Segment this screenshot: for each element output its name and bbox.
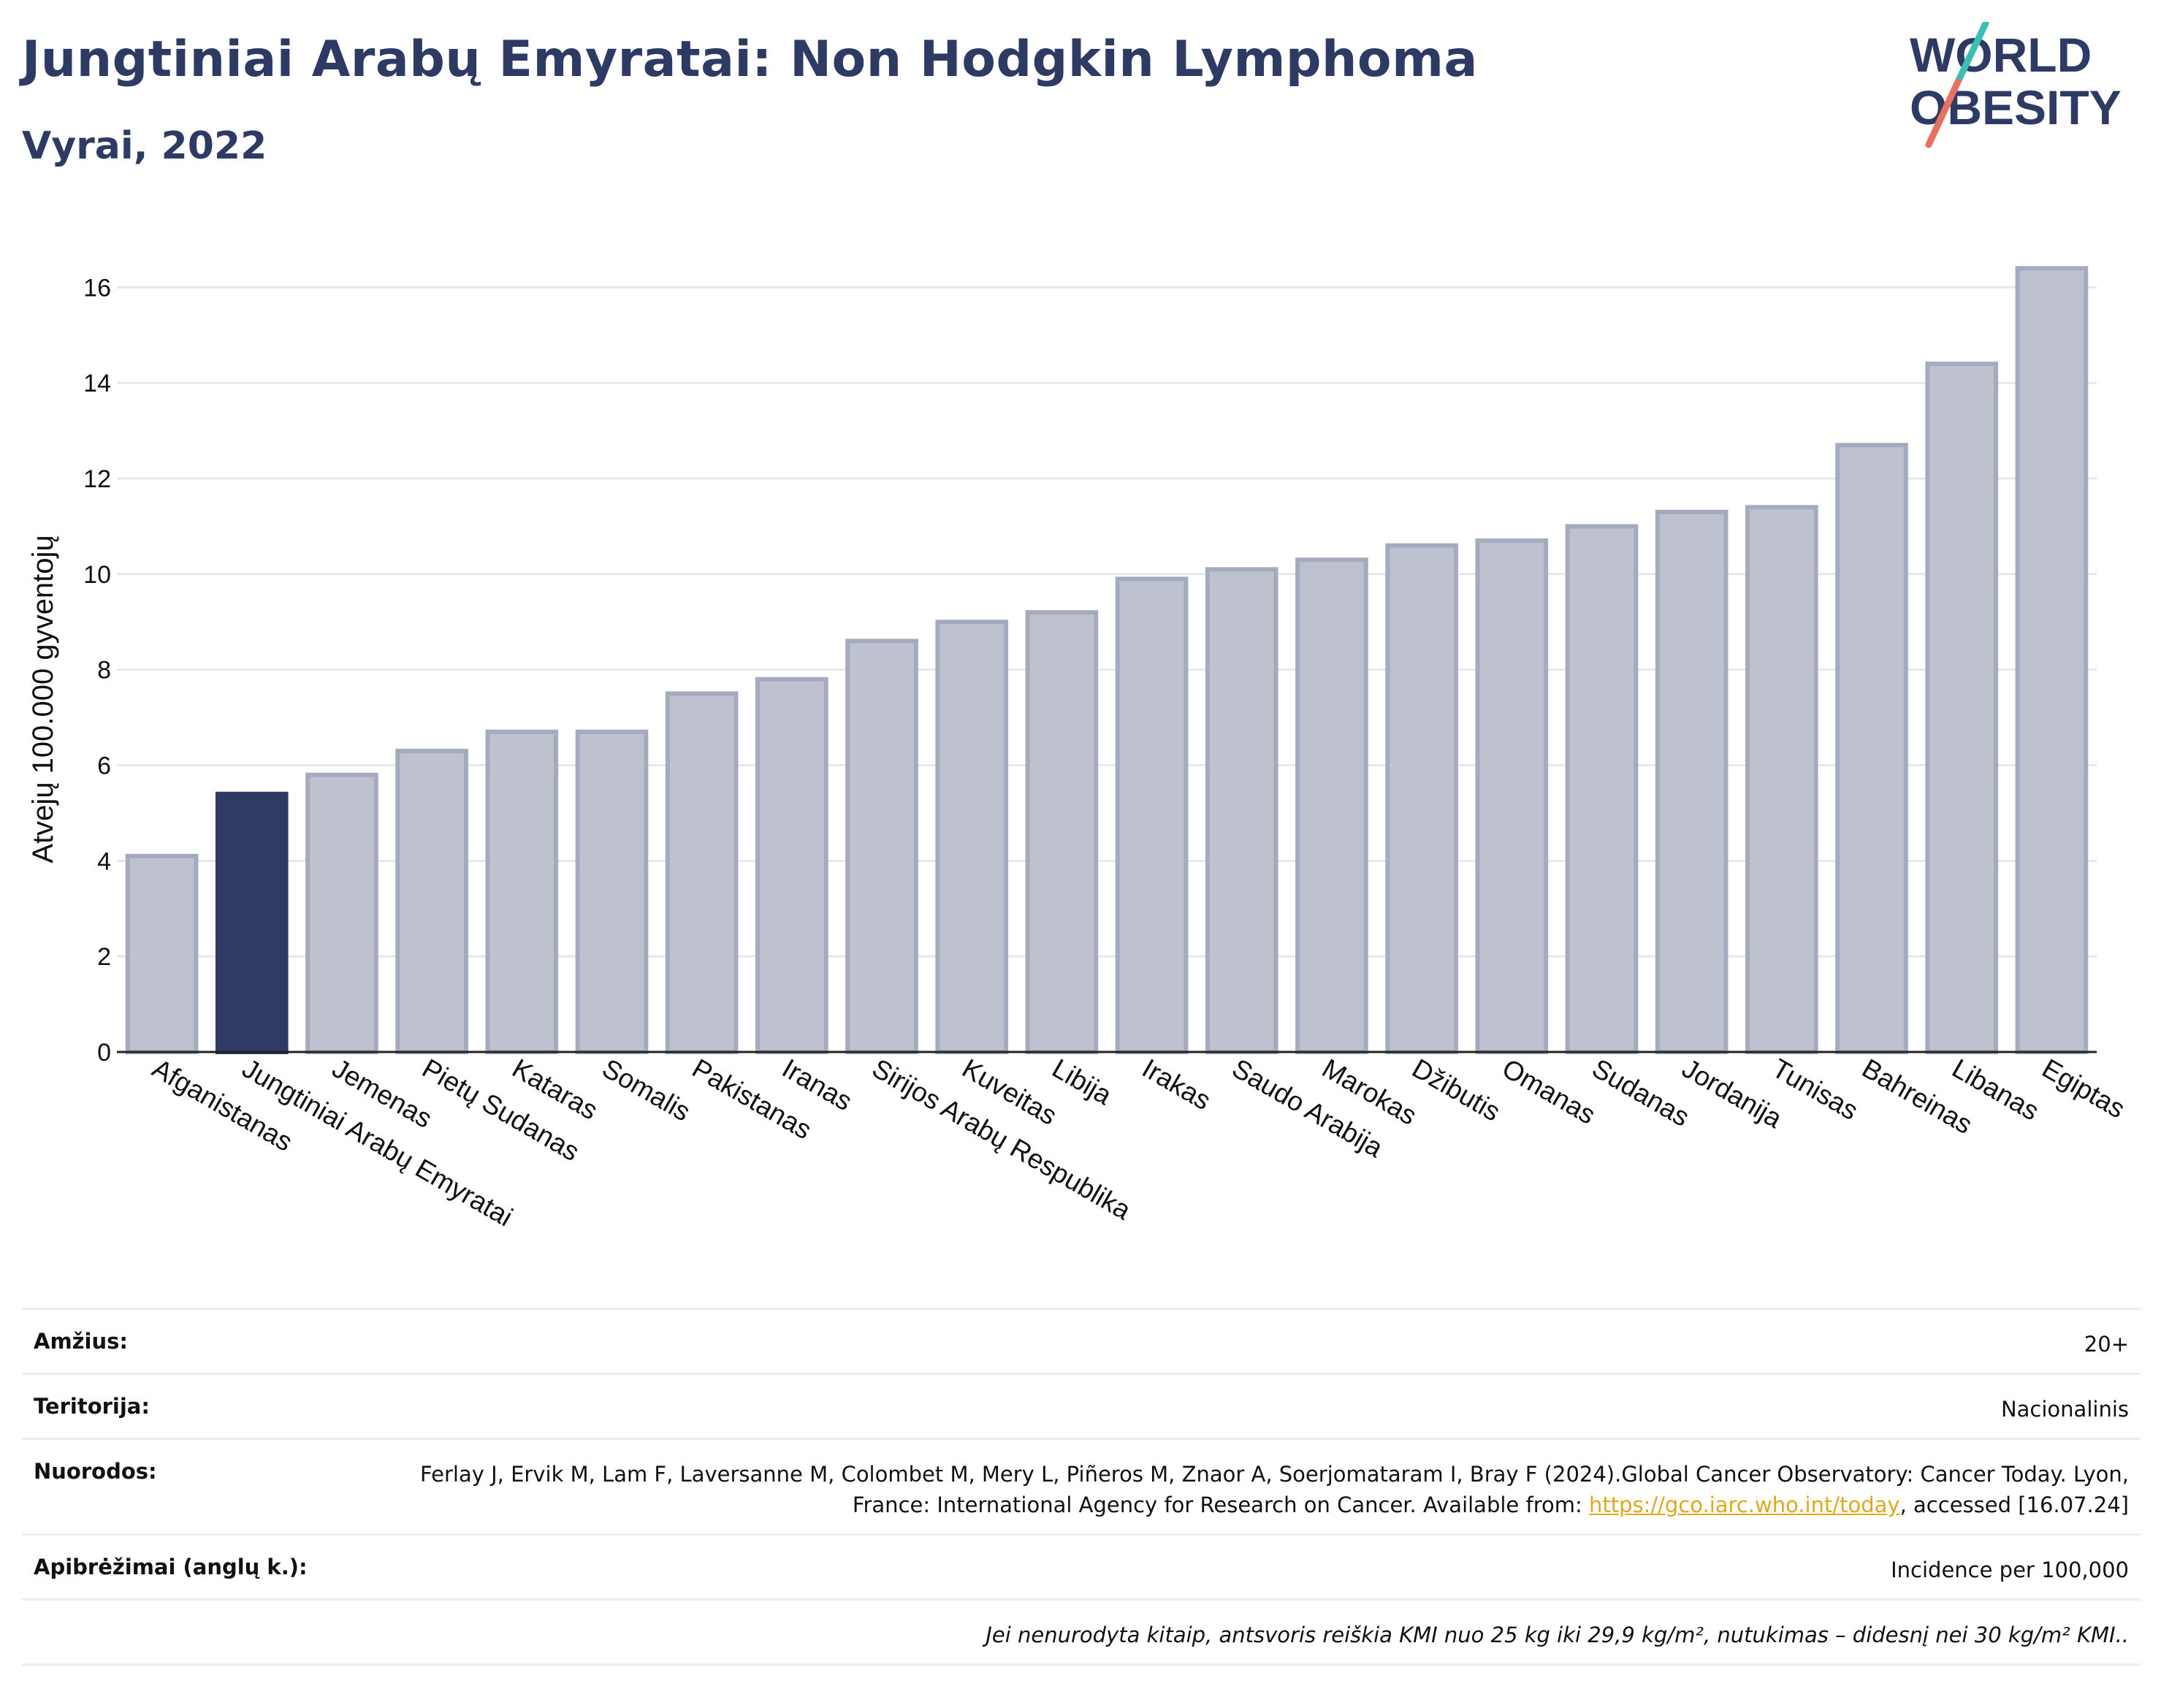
x-tick-label: Pietų Sudanas xyxy=(417,1053,584,1167)
references-label: Nuorodos: xyxy=(34,1459,157,1484)
bar xyxy=(125,853,199,1054)
references-value: Ferlay J, Ervik M, Lam F, Laversanne M, … xyxy=(376,1459,2129,1520)
x-tick-label: Sudanas xyxy=(1588,1053,1695,1132)
info-row-definitions: Apibrėžimai (anglų k.): Incidence per 10… xyxy=(22,1533,2141,1598)
bar xyxy=(395,748,468,1054)
x-tick-label: Egiptas xyxy=(2037,1053,2130,1124)
logo-slash-coral xyxy=(1925,78,1962,148)
definitions-label: Apibrėžimai (anglų k.): xyxy=(34,1555,308,1580)
bmi-note: Jei nenurodyta kitaip, antsvoris reiškia… xyxy=(986,1623,2129,1648)
y-tick-labels: 0 2 4 6 8 10 12 14 16 xyxy=(83,274,111,1067)
bar xyxy=(935,619,1009,1054)
chart-subtitle: Vyrai, 2022 xyxy=(22,124,267,168)
world-obesity-logo: WORLD OBESITY xyxy=(1910,22,2122,148)
y-tick-label: 16 xyxy=(83,274,111,302)
definitions-value: Incidence per 100,000 xyxy=(1891,1558,2129,1583)
bar xyxy=(845,638,918,1054)
y-tick-label: 2 xyxy=(97,943,111,971)
x-tick-label: Džibutis xyxy=(1407,1053,1505,1126)
x-tick-label: Saudo Arabija xyxy=(1227,1053,1388,1163)
bar xyxy=(1655,509,1729,1054)
bar xyxy=(1475,538,1549,1054)
logo-slash-teal xyxy=(1954,22,1989,85)
y-axis-label: Atvejų 100.000 gyventojų xyxy=(27,535,59,863)
info-row-note: Jei nenurodyta kitaip, antsvoris reiškia… xyxy=(22,1598,2141,1666)
references-link[interactable]: https://gco.iarc.who.int/today xyxy=(1588,1492,1900,1518)
bar xyxy=(1025,610,1099,1054)
references-text-2: , accessed [16.07.24] xyxy=(1899,1492,2129,1518)
bar-highlighted xyxy=(215,791,289,1055)
bars xyxy=(125,266,2089,1055)
x-tick-label: Somalis xyxy=(598,1053,695,1126)
age-label: Amžius: xyxy=(34,1329,128,1354)
bar xyxy=(1295,557,1368,1054)
bar xyxy=(2015,266,2089,1054)
chart-title: Jungtiniai Arabų Emyratai: Non Hodgkin L… xyxy=(22,31,1478,88)
bar xyxy=(575,729,649,1054)
bar xyxy=(1115,576,1189,1054)
y-tick-label: 4 xyxy=(97,847,111,875)
x-tick-label: Omanas xyxy=(1497,1053,1601,1129)
bar xyxy=(1565,524,1639,1054)
references-text-1: Ferlay J, Ervik M, Lam F, Laversanne M, … xyxy=(420,1462,2129,1518)
bar xyxy=(305,772,378,1055)
y-tick-label: 12 xyxy=(83,465,111,493)
bar xyxy=(1385,543,1458,1054)
info-row-age: Amžius: 20+ xyxy=(22,1308,2141,1373)
territory-label: Teritorija: xyxy=(34,1394,150,1419)
info-row-territory: Teritorija: Nacionalinis xyxy=(22,1373,2141,1438)
bar xyxy=(1205,567,1278,1054)
x-tick-label: Jordanija xyxy=(1677,1053,1788,1134)
y-tick-label: 10 xyxy=(83,561,111,589)
territory-value: Nacionalinis xyxy=(2000,1397,2129,1422)
bar xyxy=(755,676,828,1054)
info-table: Amžius: 20+ Teritorija: Nacionalinis Nuo… xyxy=(22,1308,2141,1666)
y-tick-label: 8 xyxy=(97,657,111,685)
age-value: 20+ xyxy=(2084,1332,2129,1357)
bar xyxy=(1745,505,1818,1054)
bar xyxy=(485,729,559,1054)
y-tick-label: 6 xyxy=(97,752,111,780)
bar xyxy=(1835,443,1908,1054)
y-tick-label: 0 xyxy=(97,1039,111,1067)
bar xyxy=(665,691,739,1054)
x-tick-label: Irakas xyxy=(1137,1053,1216,1116)
bar xyxy=(1925,362,1999,1054)
info-row-references: Nuorodos: Ferlay J, Ervik M, Lam F, Lave… xyxy=(22,1438,2141,1533)
logo-line-world: WORLD xyxy=(1910,28,2092,82)
y-tick-label: 14 xyxy=(83,370,111,397)
